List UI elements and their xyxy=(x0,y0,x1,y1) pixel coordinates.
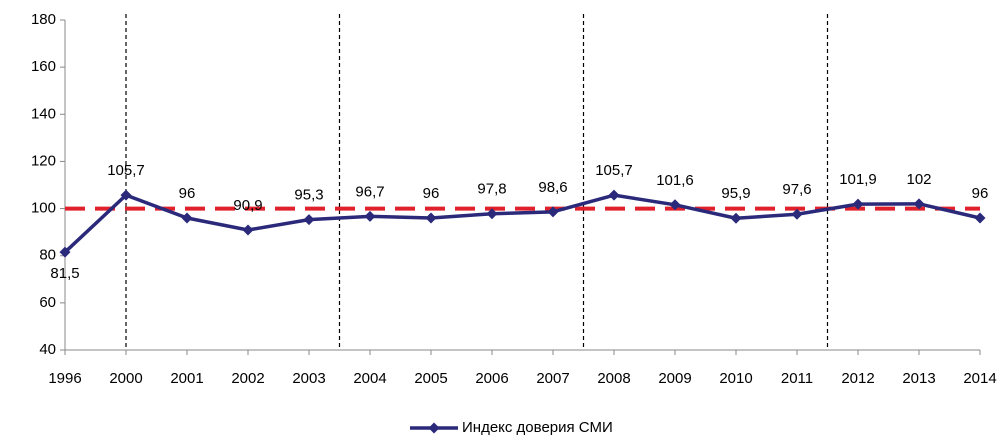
point xyxy=(59,246,71,258)
x-tick-label: 2004 xyxy=(353,370,386,387)
data-label: 105,7 xyxy=(595,162,633,179)
point xyxy=(120,189,132,201)
point xyxy=(608,189,620,201)
x-tick-label: 2010 xyxy=(719,370,752,387)
point xyxy=(974,212,986,224)
point xyxy=(669,199,681,211)
x-tick-label: 2002 xyxy=(231,370,264,387)
x-tick-label: 2009 xyxy=(658,370,691,387)
data-label: 97,6 xyxy=(782,181,811,198)
data-label: 96 xyxy=(423,185,440,202)
point xyxy=(730,212,742,224)
data-label: 98,6 xyxy=(538,179,567,196)
data-label: 95,9 xyxy=(721,185,750,202)
y-tick-label: 60 xyxy=(39,294,56,311)
point xyxy=(242,224,254,236)
point xyxy=(852,198,864,210)
x-tick-label: 2003 xyxy=(292,370,325,387)
x-tick-label: 2007 xyxy=(536,370,569,387)
series-line xyxy=(63,193,981,254)
data-label: 96 xyxy=(972,185,989,202)
data-label: 105,7 xyxy=(107,162,145,179)
x-tick-label: 2006 xyxy=(475,370,508,387)
x-tick-label: 2001 xyxy=(170,370,203,387)
x-tick-label: 2014 xyxy=(963,370,996,387)
y-tick-label: 80 xyxy=(39,247,56,264)
point xyxy=(181,212,193,224)
y-tick-label: 100 xyxy=(31,200,56,217)
data-label: 96,7 xyxy=(355,183,384,200)
data-label: 96 xyxy=(179,185,196,202)
legend-marker xyxy=(428,422,440,434)
data-label: 101,9 xyxy=(839,171,877,188)
point xyxy=(486,208,498,220)
y-tick-label: 120 xyxy=(31,152,56,169)
x-tick-label: 2005 xyxy=(414,370,447,387)
legend-label: Индекс доверия СМИ xyxy=(462,419,613,436)
data-label: 90,9 xyxy=(233,197,262,214)
x-tick-label: 2000 xyxy=(109,370,142,387)
x-tick-label: 1996 xyxy=(48,370,81,387)
x-tick-label: 2008 xyxy=(597,370,630,387)
data-label: 102 xyxy=(906,171,931,188)
y-tick-label: 40 xyxy=(39,341,56,358)
point xyxy=(425,212,437,224)
point xyxy=(913,198,925,210)
point xyxy=(364,210,376,222)
data-label: 97,8 xyxy=(477,181,506,198)
x-tick-label: 2011 xyxy=(781,370,813,387)
data-label: 95,3 xyxy=(294,187,323,204)
y-tick-label: 180 xyxy=(31,11,56,28)
x-tick-label: 2012 xyxy=(841,370,874,387)
data-label: 81,5 xyxy=(50,265,79,282)
data-label: 101,6 xyxy=(656,172,694,189)
point xyxy=(547,206,559,218)
y-tick-label: 160 xyxy=(31,58,56,75)
point xyxy=(303,214,315,226)
point xyxy=(791,208,803,220)
y-tick-label: 140 xyxy=(31,105,56,122)
x-tick-label: 2013 xyxy=(902,370,935,387)
